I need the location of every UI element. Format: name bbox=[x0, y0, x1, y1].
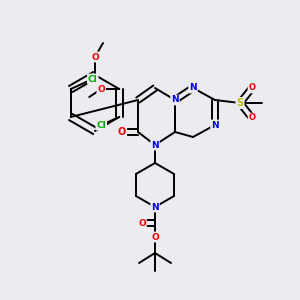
Text: N: N bbox=[151, 202, 159, 211]
Text: N: N bbox=[151, 140, 159, 149]
Text: O: O bbox=[248, 113, 256, 122]
Text: O: O bbox=[98, 85, 105, 94]
Text: S: S bbox=[236, 98, 244, 108]
Text: N: N bbox=[171, 95, 179, 104]
Text: O: O bbox=[138, 218, 146, 227]
Text: O: O bbox=[248, 83, 256, 92]
Text: N: N bbox=[189, 83, 197, 92]
Text: O: O bbox=[151, 232, 159, 242]
Text: Cl: Cl bbox=[88, 74, 98, 83]
Text: O: O bbox=[91, 52, 99, 62]
Text: N: N bbox=[211, 121, 219, 130]
Text: O: O bbox=[118, 127, 126, 137]
Text: Cl: Cl bbox=[96, 121, 106, 130]
